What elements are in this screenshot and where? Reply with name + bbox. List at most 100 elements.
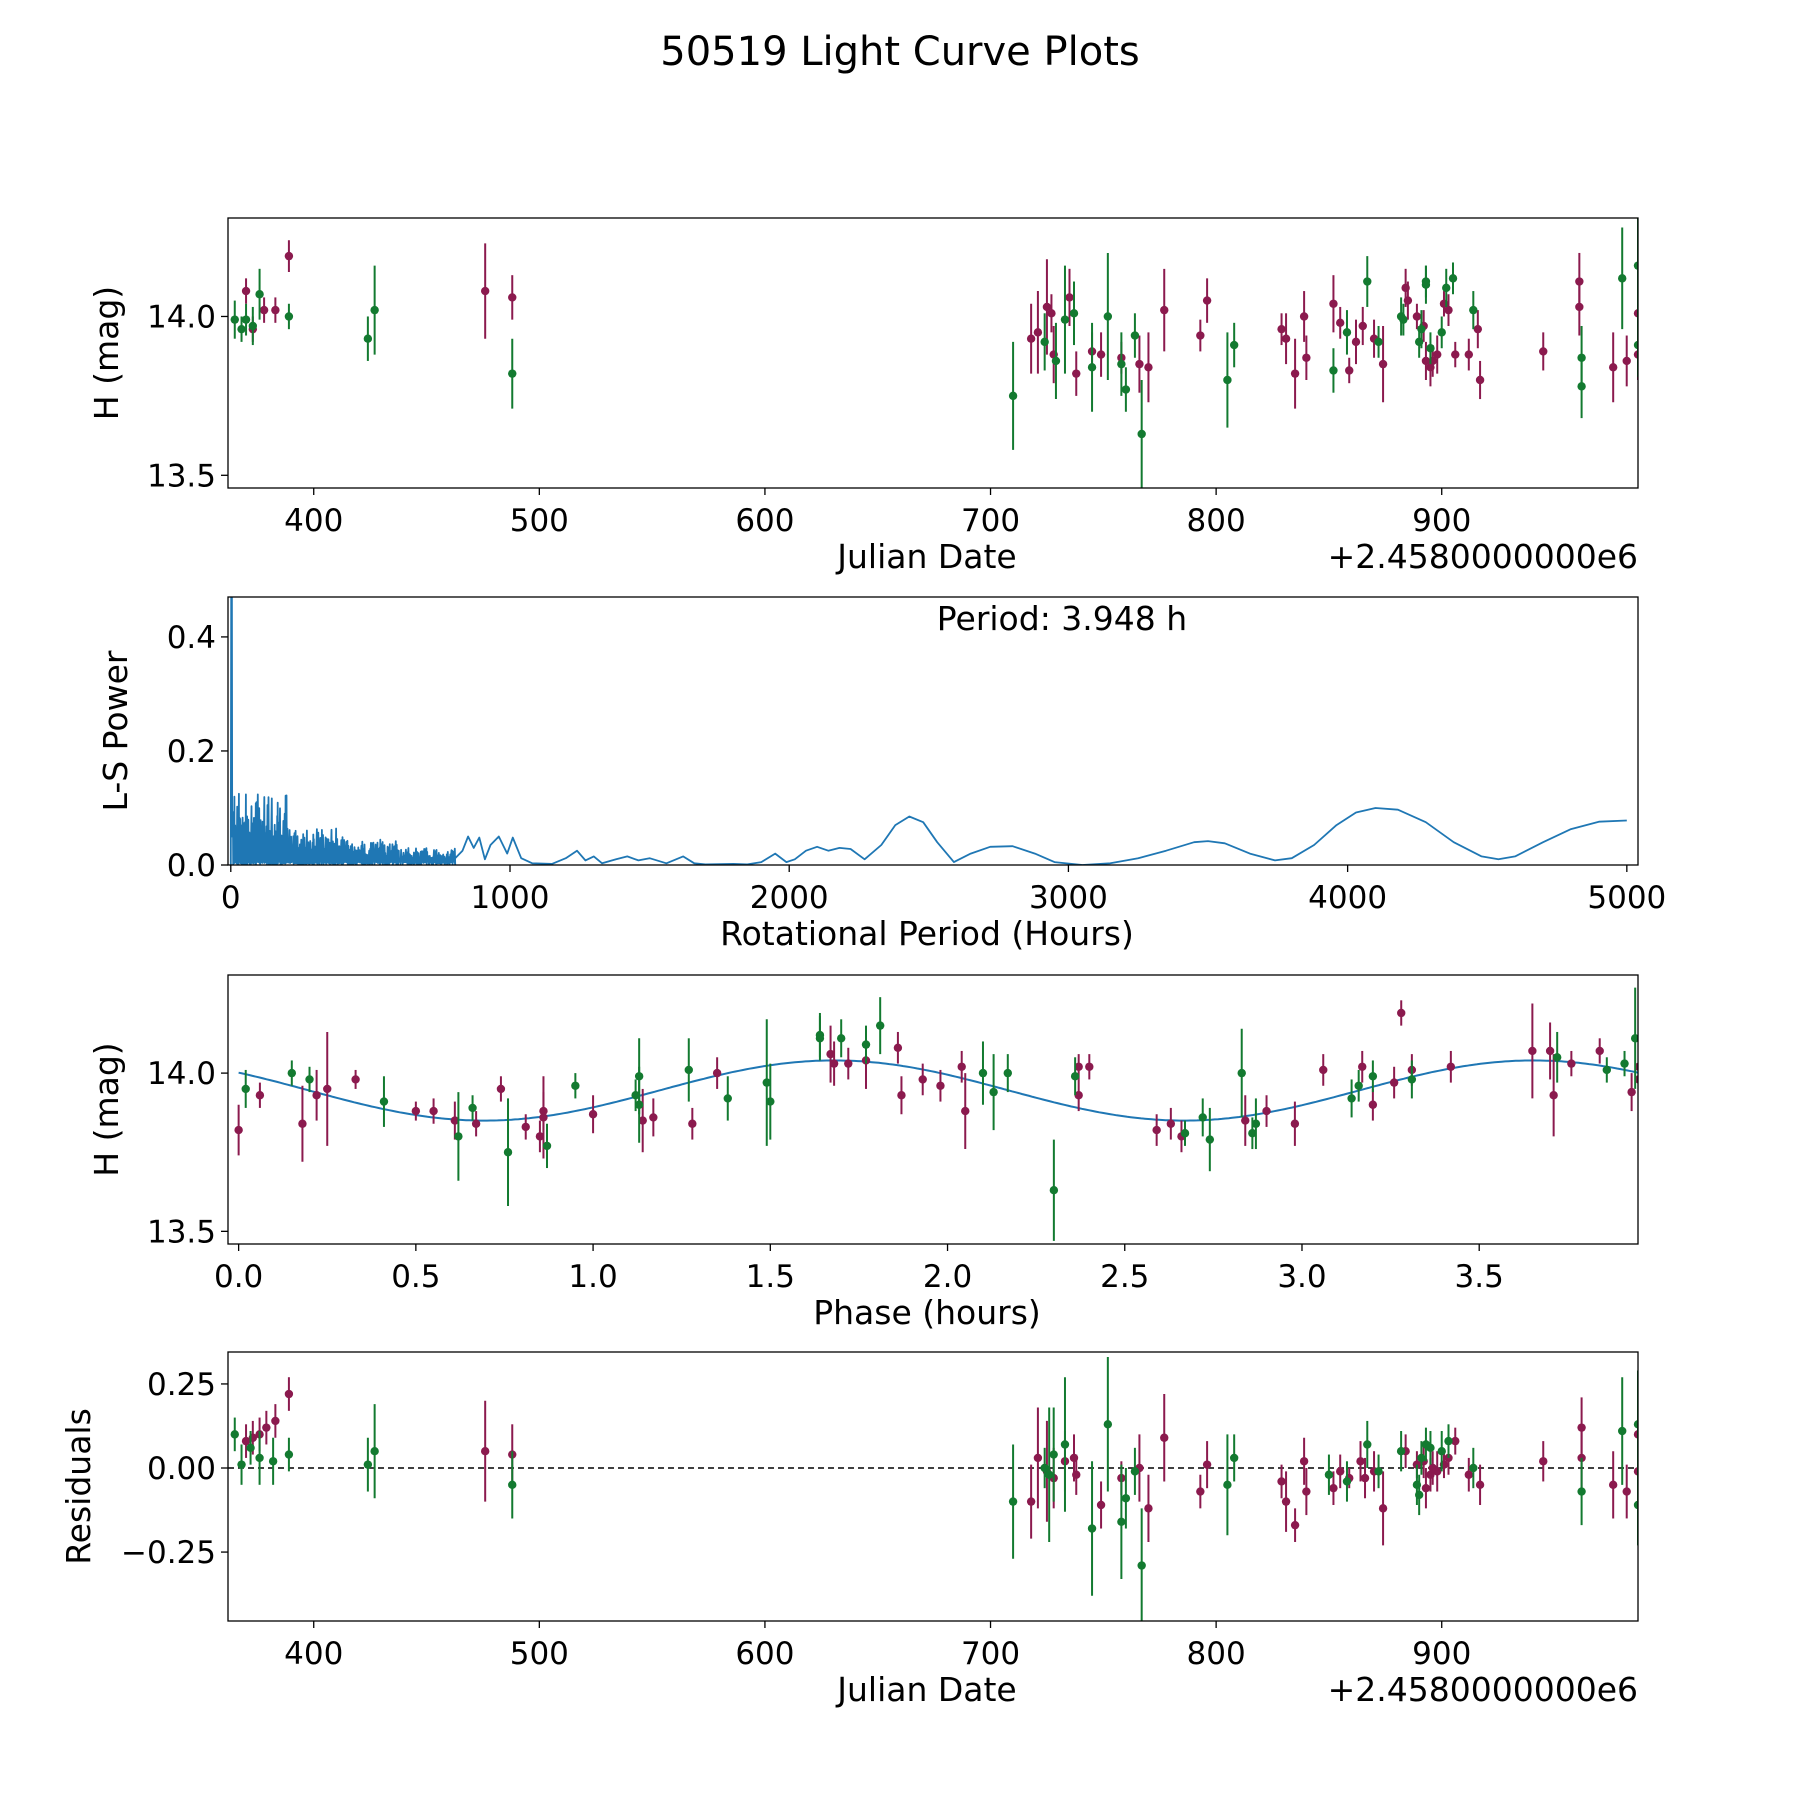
purple-data-point xyxy=(1042,302,1052,312)
purple-data-point xyxy=(1575,302,1584,312)
green-data-point xyxy=(230,1430,239,1439)
purple-data-point xyxy=(1475,375,1485,385)
purple-data-point xyxy=(918,1075,927,1084)
periodogram-x-tick-label: 4000 xyxy=(1308,880,1387,916)
purple-data-point xyxy=(1360,1473,1370,1483)
purple-data-point xyxy=(1160,305,1169,315)
green-data-point xyxy=(1137,1561,1146,1570)
green-data-point xyxy=(631,1091,640,1100)
purple-data-point xyxy=(712,1068,722,1078)
purple-data-point xyxy=(535,1132,545,1141)
purple-data-point xyxy=(1389,1078,1399,1087)
green-data-point xyxy=(1205,1135,1215,1144)
purple-data-point xyxy=(1356,1457,1365,1466)
purple-data-point xyxy=(1451,1436,1460,1446)
green-data-point xyxy=(978,1068,988,1078)
green-data-point xyxy=(684,1065,693,1075)
green-data-point xyxy=(1347,1094,1356,1103)
green-data-point xyxy=(241,1084,250,1094)
green-data-point xyxy=(1444,1436,1453,1446)
purple-data-point xyxy=(1096,1500,1106,1510)
phased-x-label: Phase (hours) xyxy=(813,1293,1041,1332)
green-data-point xyxy=(1602,1065,1612,1075)
figure-title: 50519 Light Curve Plots xyxy=(660,29,1139,75)
purple-data-point xyxy=(271,305,280,315)
purple-data-point xyxy=(1074,1062,1083,1071)
green-data-point xyxy=(370,1446,379,1456)
periodogram-y-label: L-S Power xyxy=(96,650,135,811)
purple-data-point xyxy=(271,1416,280,1426)
green-data-point xyxy=(1198,1113,1207,1122)
purple-data-point xyxy=(1281,334,1291,343)
green-data-point xyxy=(241,315,251,324)
purple-data-point xyxy=(1281,1497,1291,1506)
phased-x-tick-label: 1.5 xyxy=(746,1259,795,1295)
periodogram-panel: Rotational Period (Hours) L-S Power Peri… xyxy=(96,596,1666,953)
residuals-x-tick-label: 500 xyxy=(510,1636,569,1672)
purple-data-point xyxy=(241,286,251,296)
phased-y-tick-label: 13.5 xyxy=(147,1214,216,1250)
purple-data-point xyxy=(259,305,269,315)
green-data-point xyxy=(1087,363,1097,372)
purple-data-point xyxy=(1026,1497,1036,1506)
green-data-point xyxy=(1414,1490,1424,1500)
purple-data-point xyxy=(1539,1457,1548,1466)
green-data-point xyxy=(1342,328,1352,337)
purple-data-point xyxy=(1302,1487,1311,1496)
green-data-point xyxy=(1069,309,1079,318)
green-data-point xyxy=(230,315,239,324)
periodogram-x-tick-label: 2000 xyxy=(750,880,829,916)
purple-data-point xyxy=(1595,1046,1604,1056)
purple-data-point xyxy=(1196,331,1205,340)
green-data-point xyxy=(1620,1059,1629,1068)
lightcurve-y-tick-label: 13.5 xyxy=(147,458,216,494)
purple-data-point xyxy=(1464,350,1474,359)
residuals-x-tick-label: 800 xyxy=(1187,1636,1246,1672)
purple-data-point xyxy=(1545,1046,1555,1056)
green-data-point xyxy=(1399,315,1408,324)
purple-data-point xyxy=(1473,324,1483,334)
periodogram-x-tick-label: 0 xyxy=(221,880,241,916)
purple-data-point xyxy=(1451,350,1460,359)
green-data-point xyxy=(1060,1440,1070,1449)
residuals-data-layer xyxy=(228,1357,1638,1621)
periodogram-y-tick-label: 0.2 xyxy=(167,734,216,770)
purple-data-point xyxy=(1622,356,1631,366)
purple-data-point xyxy=(255,1091,265,1100)
residuals-x-offset-label: +2.4580000000e6 xyxy=(1328,1670,1638,1709)
residuals-x-label: Julian Date xyxy=(835,1670,1017,1709)
purple-data-point xyxy=(508,293,517,302)
period-annotation: Period: 3.948 h xyxy=(937,599,1187,638)
green-data-point xyxy=(1426,344,1435,353)
purple-data-point xyxy=(480,1446,490,1456)
purple-data-point xyxy=(1144,1504,1153,1513)
green-data-point xyxy=(1117,1517,1126,1527)
green-data-point xyxy=(1103,1420,1113,1429)
green-data-point xyxy=(1137,429,1146,439)
green-data-point xyxy=(1008,391,1018,401)
purple-data-point xyxy=(1433,1467,1442,1476)
purple-data-point xyxy=(649,1113,658,1122)
phased-x-tick-label: 1.0 xyxy=(568,1259,617,1295)
purple-data-point xyxy=(1026,334,1036,343)
green-data-point xyxy=(1049,1450,1058,1459)
green-data-point xyxy=(1396,1446,1406,1456)
green-data-point xyxy=(1237,1068,1246,1078)
green-data-point xyxy=(305,1075,314,1084)
purple-data-point xyxy=(1378,359,1388,369)
green-data-point xyxy=(287,1068,297,1078)
residuals-y-tick-label: −0.25 xyxy=(121,1535,216,1571)
green-data-point xyxy=(1070,1072,1080,1081)
green-data-point xyxy=(246,1443,255,1453)
purple-data-point xyxy=(1290,1520,1300,1530)
purple-data-point xyxy=(1608,1480,1618,1490)
purple-data-point xyxy=(1096,350,1106,359)
purple-data-point xyxy=(1446,1062,1456,1071)
purple-data-point xyxy=(1302,353,1311,362)
green-data-point xyxy=(1630,1034,1638,1043)
purple-data-point xyxy=(1627,1087,1636,1097)
purple-data-point xyxy=(1065,293,1074,302)
purple-data-point xyxy=(1633,309,1638,318)
green-data-point xyxy=(1003,1068,1012,1078)
